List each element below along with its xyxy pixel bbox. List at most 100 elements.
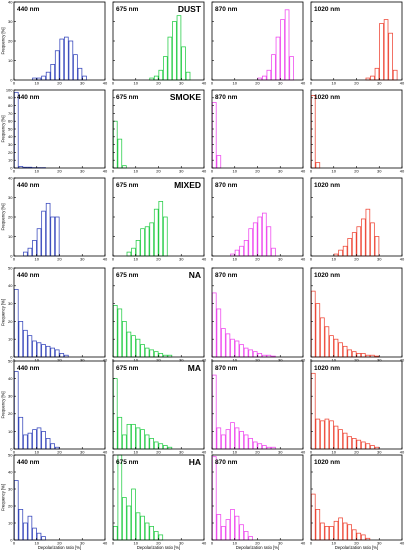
x-tick-label: 20 bbox=[57, 450, 62, 455]
histogram-bar bbox=[351, 232, 357, 257]
x-tick-label: 30 bbox=[80, 81, 85, 86]
panel-smoke-0: 0 10 20 30 40 0 10 20 30 40 50 60 70 80 90 100 440 nm Fre… bbox=[1, 87, 108, 173]
histogram-bar bbox=[248, 536, 253, 541]
histogram-bar bbox=[315, 509, 321, 541]
x-tick-label: 0 bbox=[112, 81, 115, 86]
histogram-bar bbox=[324, 326, 330, 358]
wavelength-label: 675 nm bbox=[116, 182, 139, 189]
histogram-bar bbox=[342, 345, 348, 358]
histogram-bar bbox=[153, 441, 159, 450]
histogram-bar bbox=[158, 69, 164, 81]
histogram-bar bbox=[252, 222, 258, 257]
y-tick-label: 10 bbox=[8, 158, 13, 163]
histogram-bar bbox=[18, 321, 24, 358]
x-tick-label: 0 bbox=[310, 257, 313, 262]
histogram-bar bbox=[239, 245, 244, 257]
histogram-bar bbox=[126, 331, 132, 358]
x-tick-label: 10 bbox=[134, 358, 139, 363]
panel-frame bbox=[310, 89, 403, 169]
histogram-bar bbox=[126, 423, 132, 450]
histogram-bar bbox=[45, 438, 51, 450]
x-tick-label: 40 bbox=[202, 450, 207, 455]
histogram-bar bbox=[122, 321, 127, 358]
panel-ma-1: 0 10 20 30 40 675 nm MA bbox=[112, 360, 207, 455]
histogram-bar bbox=[50, 64, 55, 81]
histogram-bar bbox=[361, 441, 366, 450]
histogram-bar bbox=[230, 338, 235, 358]
y-tick-label: 50 bbox=[8, 452, 13, 457]
histogram-bar bbox=[324, 526, 330, 541]
wavelength-label: 870 nm bbox=[215, 272, 238, 279]
histogram-bar bbox=[365, 443, 371, 450]
histogram-bar bbox=[176, 15, 182, 81]
y-tick-label: 10 bbox=[8, 337, 13, 342]
histogram-bar bbox=[388, 32, 393, 81]
x-tick-label: 30 bbox=[179, 169, 184, 174]
histogram-bar bbox=[379, 23, 384, 81]
x-tick-label: 40 bbox=[202, 169, 207, 174]
histogram-bar bbox=[41, 210, 46, 257]
histogram-bar bbox=[329, 420, 334, 450]
wavelength-label: 870 nm bbox=[215, 94, 238, 101]
histogram-bar bbox=[338, 429, 343, 450]
x-tick-label: 20 bbox=[57, 257, 62, 262]
y-axis-label: Frequency [%] bbox=[1, 116, 6, 143]
y-tick-label: 30 bbox=[8, 394, 13, 399]
histogram-bar bbox=[262, 445, 267, 450]
x-tick-label: 10 bbox=[35, 541, 40, 546]
histogram-bar bbox=[144, 434, 150, 450]
histogram-bar bbox=[13, 288, 19, 358]
histogram-bar bbox=[356, 226, 362, 257]
x-tick-label: 40 bbox=[301, 541, 306, 546]
x-tick-label: 20 bbox=[156, 169, 161, 174]
histogram-bar bbox=[320, 317, 325, 358]
histogram-bar bbox=[54, 349, 60, 358]
y-axis-label: Frequency [%] bbox=[1, 204, 6, 231]
histogram-bar bbox=[370, 75, 375, 81]
x-tick-label: 30 bbox=[278, 450, 283, 455]
histogram-bar bbox=[172, 21, 177, 81]
histogram-bar bbox=[27, 247, 33, 257]
histogram-bar bbox=[13, 371, 19, 450]
histogram-bar bbox=[50, 216, 55, 257]
histogram-bar bbox=[149, 222, 154, 257]
y-tick-label: 40 bbox=[8, 469, 13, 474]
histogram-bar bbox=[163, 445, 168, 450]
x-tick-label: 40 bbox=[202, 81, 207, 86]
histogram-bar bbox=[153, 75, 159, 81]
x-tick-label: 40 bbox=[103, 450, 108, 455]
histogram-bar bbox=[266, 69, 272, 81]
x-tick-label: 20 bbox=[156, 450, 161, 455]
x-tick-label: 10 bbox=[134, 257, 139, 262]
histogram-bar bbox=[131, 247, 136, 257]
x-tick-label: 30 bbox=[377, 450, 382, 455]
x-tick-label: 40 bbox=[400, 450, 405, 455]
histogram-bar bbox=[248, 349, 253, 358]
histogram-bar bbox=[153, 208, 159, 257]
x-tick-label: 30 bbox=[80, 450, 85, 455]
histogram-bar bbox=[27, 432, 33, 450]
x-tick-label: 40 bbox=[103, 358, 108, 363]
histogram-bar bbox=[333, 520, 339, 541]
wavelength-label: 1020 nm bbox=[314, 94, 340, 101]
aerosol-type-label: SMOKE bbox=[170, 92, 202, 102]
histogram-bar bbox=[158, 443, 164, 450]
x-tick-label: 30 bbox=[278, 81, 283, 86]
x-tick-label: 20 bbox=[57, 81, 62, 86]
y-tick-label: 10 bbox=[8, 234, 13, 239]
histogram-bar bbox=[225, 333, 231, 358]
x-tick-label: 0 bbox=[211, 450, 214, 455]
y-tick-label: 90 bbox=[8, 95, 13, 100]
x-tick-label: 20 bbox=[354, 358, 359, 363]
panel-ha-2: 0 10 20 30 40 870 nm Depolarization ratio [%] bbox=[211, 454, 306, 550]
x-tick-label: 30 bbox=[377, 257, 382, 262]
y-tick-label: 50 bbox=[8, 126, 13, 131]
panel-smoke-3: 0 10 20 30 40 1020 nm bbox=[310, 89, 405, 174]
panel-ha-3: 0 10 20 30 40 1020 nm Depolarization ratio [%] bbox=[310, 454, 405, 550]
histogram-bar bbox=[315, 303, 321, 358]
histogram-bar bbox=[252, 441, 258, 450]
histogram-bar bbox=[45, 71, 51, 81]
histogram-bar bbox=[347, 349, 352, 358]
x-tick-label: 0 bbox=[310, 450, 313, 455]
panel-na-0: 0 10 20 30 40 0 10 20 30 40 50 440 nm Frequency [%] bbox=[1, 265, 108, 362]
